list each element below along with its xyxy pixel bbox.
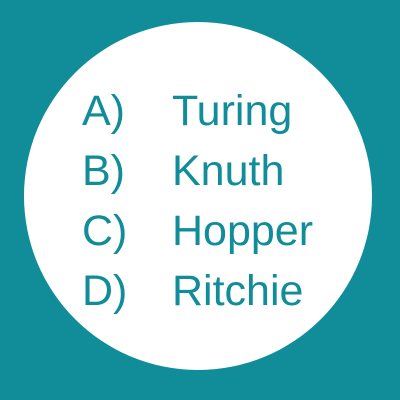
option-letter: D) <box>82 267 128 315</box>
answer-circle <box>24 22 372 370</box>
option-d[interactable]: D) Ritchie <box>82 261 313 321</box>
option-a[interactable]: A) Turing <box>82 81 313 141</box>
option-name: Knuth <box>172 147 285 195</box>
option-name: Hopper <box>172 207 314 255</box>
option-letter: A) <box>82 87 125 135</box>
option-letter: C) <box>82 207 128 255</box>
option-name: Turing <box>172 87 293 135</box>
option-letter: B) <box>82 147 125 195</box>
option-b[interactable]: B) Knuth <box>82 141 313 201</box>
answer-options: A) Turing B) Knuth C) Hopper D) Ritchie <box>82 81 313 321</box>
option-name: Ritchie <box>172 267 304 315</box>
option-c[interactable]: C) Hopper <box>82 201 313 261</box>
